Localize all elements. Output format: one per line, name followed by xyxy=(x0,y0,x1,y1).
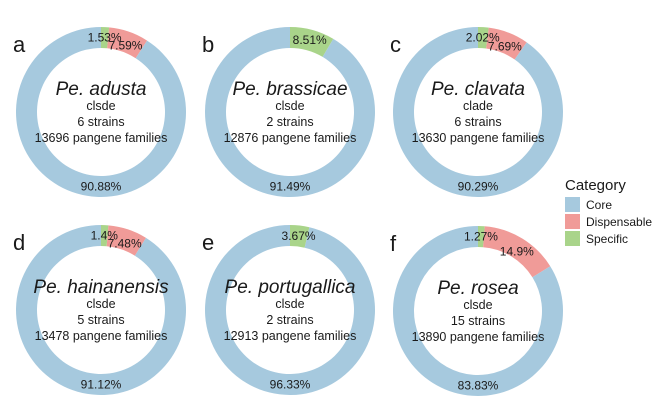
slice-label-dispensable: 7.48% xyxy=(108,236,142,250)
clade-label: clsde xyxy=(275,297,304,311)
clade-label: clsde xyxy=(463,298,492,312)
slice-label-core: 90.88% xyxy=(81,180,122,194)
slice-label-core: 91.49% xyxy=(270,180,311,194)
slice-dispensable xyxy=(107,27,148,59)
slice-label-core: 91.12% xyxy=(81,378,122,392)
legend-key-dispensable xyxy=(565,214,580,229)
panel-letter: d xyxy=(13,230,25,255)
strains-count: 5 strains xyxy=(77,313,124,327)
slice-label-specific: 3.67% xyxy=(282,229,316,243)
pangene-families: 12913 pangene families xyxy=(224,329,357,343)
slice-label-specific: 8.51% xyxy=(293,33,327,47)
legend-title: Category xyxy=(565,177,626,194)
slice-specific xyxy=(101,27,110,49)
pangene-families: 13478 pangene families xyxy=(35,329,168,343)
legend: Category Core Dispensable Specific xyxy=(565,177,652,246)
legend-label-core: Core xyxy=(586,198,612,212)
slice-label-specific: 1.4% xyxy=(91,229,119,243)
pangene-families: 13890 pangene families xyxy=(412,330,545,344)
slice-label-dispensable: 7.59% xyxy=(108,39,142,53)
slice-dispensable xyxy=(486,27,527,60)
strains-count: 15 strains xyxy=(451,314,505,328)
panel-letter: c xyxy=(390,32,401,57)
slice-label-core: 90.29% xyxy=(458,180,499,194)
clade-label: clsde xyxy=(86,297,115,311)
clade-label: clsde xyxy=(86,99,115,113)
slice-specific xyxy=(478,27,489,49)
pangene-families: 12876 pangene families xyxy=(224,131,357,145)
legend-label-specific: Specific xyxy=(586,232,628,246)
pangene-families: 13696 pangene families xyxy=(35,131,168,145)
panel-letter: a xyxy=(13,32,26,57)
legend-key-specific xyxy=(565,231,580,246)
slice-specific xyxy=(290,225,310,248)
strains-count: 6 strains xyxy=(77,115,124,129)
clade-label: clade xyxy=(463,99,493,113)
species-name: Pe. rosea xyxy=(437,278,518,299)
strains-count: 6 strains xyxy=(454,115,501,129)
pangene-families: 13630 pangene families xyxy=(412,131,545,145)
slice-dispensable xyxy=(106,225,147,256)
species-name: Pe. hainanensis xyxy=(33,277,169,298)
panel-letter: f xyxy=(390,231,397,256)
legend-label-dispensable: Dispensable xyxy=(586,215,652,229)
clade-label: clsde xyxy=(275,99,304,113)
panel-letter: e xyxy=(202,230,214,255)
slice-label-specific: 1.53% xyxy=(88,31,122,45)
legend-key-core xyxy=(565,197,580,212)
species-name: Pe. clavata xyxy=(431,79,525,100)
slice-label-dispensable: 7.69% xyxy=(488,40,522,54)
slice-label-dispensable: 14.9% xyxy=(500,244,534,258)
slice-label-core: 96.33% xyxy=(270,378,311,392)
species-name: Pe. adusta xyxy=(56,79,147,100)
panel-letter: b xyxy=(202,32,214,57)
slice-dispensable xyxy=(483,226,551,278)
strains-count: 2 strains xyxy=(266,313,313,327)
slice-label-core: 83.83% xyxy=(458,379,499,393)
slice-label-specific: 1.27% xyxy=(464,230,498,244)
slice-specific xyxy=(290,27,334,57)
slice-specific xyxy=(478,226,485,248)
species-name: Pe. portugallica xyxy=(225,277,356,298)
slice-specific xyxy=(101,225,109,247)
slice-label-specific: 2.02% xyxy=(466,31,500,45)
strains-count: 2 strains xyxy=(266,115,313,129)
species-name: Pe. brassicae xyxy=(232,79,347,100)
